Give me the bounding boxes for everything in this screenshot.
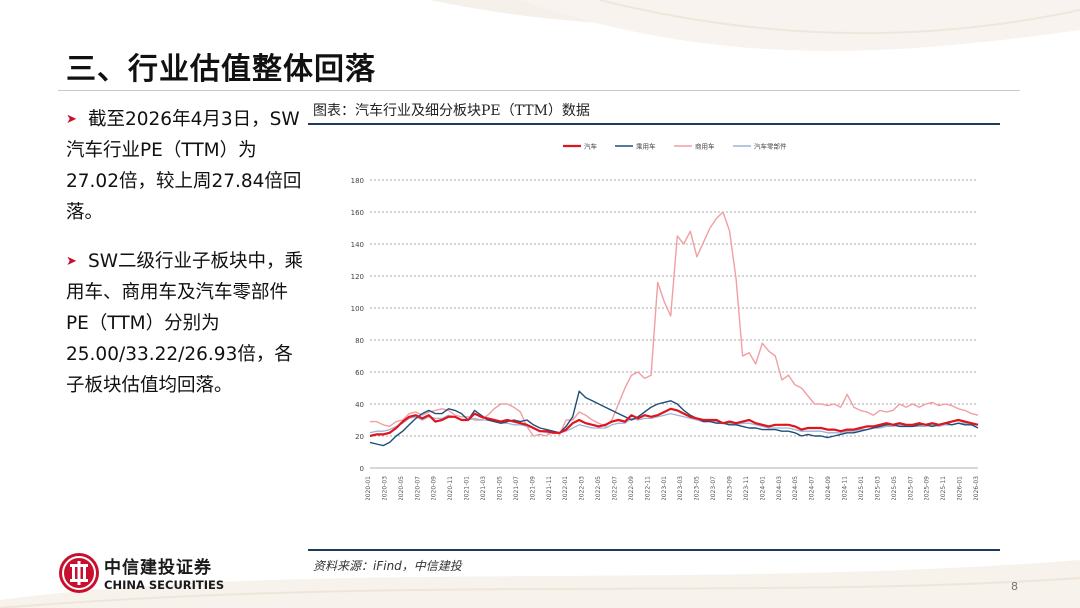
x-tick-label: 2025-03 <box>874 476 881 500</box>
x-tick-label: 2021-01 <box>464 476 471 500</box>
x-tick-label: 2025-07 <box>907 476 914 500</box>
bullet-list: ➤ 截至2026年4月3日，SW汽车行业PE（TTM）为27.02倍，较上周27.… <box>66 104 304 419</box>
chart-title-divider <box>308 123 1000 125</box>
series-line-1 <box>369 390 979 447</box>
title-divider <box>58 90 1020 91</box>
x-tick-label: 2022-07 <box>611 476 618 500</box>
series-line-0 <box>369 407 979 438</box>
series-line-3 <box>369 412 978 434</box>
x-tick-label: 2025-11 <box>940 476 947 500</box>
x-tick-label: 2023-01 <box>661 476 668 500</box>
company-logo: 中信建投证券 CHINA SECURITIES <box>58 552 238 596</box>
x-tick-label: 2021-07 <box>513 476 520 500</box>
x-tick-label: 2022-01 <box>562 476 569 500</box>
chart-title: 图表：汽车行业及细分板块PE（TTM）数据 <box>313 103 590 119</box>
y-tick-label: 120 <box>351 273 364 281</box>
x-tick-label: 2023-03 <box>677 476 684 500</box>
pe-line-chart: 0 20 40 60 80 100 120 140 160 180 2020-01 2020-03 20… <box>351 142 980 501</box>
x-tick-label: 2024-05 <box>792 476 799 500</box>
legend-label: 乘用车 <box>636 142 656 151</box>
x-tick-label: 2023-05 <box>694 476 701 500</box>
x-tick-label: 2024-09 <box>825 476 832 500</box>
legend-label: 汽车零部件 <box>754 142 787 151</box>
bullet-text: SW二级行业子板块中，乘用车、商用车及汽车零部件PE（TTM）分别为25.00/… <box>66 251 304 396</box>
citic-emblem-icon <box>59 553 99 593</box>
bullet-item: ➤ 截至2026年4月3日，SW汽车行业PE（TTM）为27.02倍，较上周27.… <box>66 104 304 228</box>
x-tick-label: 2026-01 <box>957 476 964 500</box>
series-line-2 <box>370 211 979 437</box>
x-tick-label: 2022-09 <box>628 476 635 500</box>
x-tick-label: 2022-05 <box>595 476 602 500</box>
y-tick-label: 140 <box>351 241 364 249</box>
source-divider <box>308 549 1000 551</box>
arrow-bullet-icon: ➤ <box>66 112 77 127</box>
x-tick-label: 2026-03 <box>973 476 980 500</box>
x-tick-label: 2022-03 <box>579 476 586 500</box>
legend-label: 汽车 <box>584 142 598 151</box>
x-tick-label: 2025-01 <box>858 476 865 500</box>
x-tick-label: 2024-11 <box>842 476 849 500</box>
logo-chinese-name: 中信建投证券 <box>104 558 212 578</box>
page-title: 三、行业估值整体回落 <box>66 52 376 87</box>
x-tick-label: 2023-11 <box>743 476 750 500</box>
x-tick-label: 2021-03 <box>480 476 487 500</box>
x-tick-label: 2020-01 <box>365 476 372 500</box>
x-tick-label: 2024-01 <box>759 476 766 500</box>
y-tick-label: 180 <box>351 177 364 185</box>
x-tick-label: 2025-09 <box>924 476 931 500</box>
bullet-item: ➤ SW二级行业子板块中，乘用车、商用车及汽车零部件PE（TTM）分别为25.00… <box>66 246 304 401</box>
y-tick-label: 0 <box>360 465 364 473</box>
x-tick-label: 2024-03 <box>776 476 783 500</box>
y-tick-label: 80 <box>355 337 364 345</box>
x-tick-label: 2020-11 <box>447 476 454 500</box>
page-number: 8 <box>1011 580 1018 593</box>
x-tick-label: 2021-09 <box>529 476 536 500</box>
x-tick-label: 2020-09 <box>431 476 438 500</box>
y-tick-label: 60 <box>355 369 364 377</box>
x-tick-label: 2020-07 <box>414 476 421 500</box>
x-tick-label: 2020-03 <box>381 476 388 500</box>
y-tick-label: 100 <box>351 305 364 313</box>
x-tick-label: 2023-07 <box>710 476 717 500</box>
x-tick-label: 2022-11 <box>644 476 651 500</box>
bullet-text: 截至2026年4月3日，SW汽车行业PE（TTM）为27.02倍，较上周27.8… <box>66 109 302 223</box>
y-tick-label: 40 <box>355 401 364 409</box>
x-tick-label: 2025-05 <box>891 476 898 500</box>
legend-label: 商用车 <box>695 142 715 151</box>
x-tick-label: 2023-09 <box>727 476 734 500</box>
x-tick-label: 2024-07 <box>809 476 816 500</box>
y-tick-label: 160 <box>351 209 364 217</box>
source-note: 资料来源：iFind，中信建投 <box>313 559 462 573</box>
x-tick-label: 2020-05 <box>398 476 405 500</box>
x-tick-label: 2021-11 <box>546 476 553 500</box>
arrow-bullet-icon: ➤ <box>66 254 77 269</box>
y-tick-label: 20 <box>355 433 364 441</box>
logo-english-name: CHINA SECURITIES <box>104 578 225 592</box>
x-tick-label: 2021-05 <box>496 476 503 500</box>
